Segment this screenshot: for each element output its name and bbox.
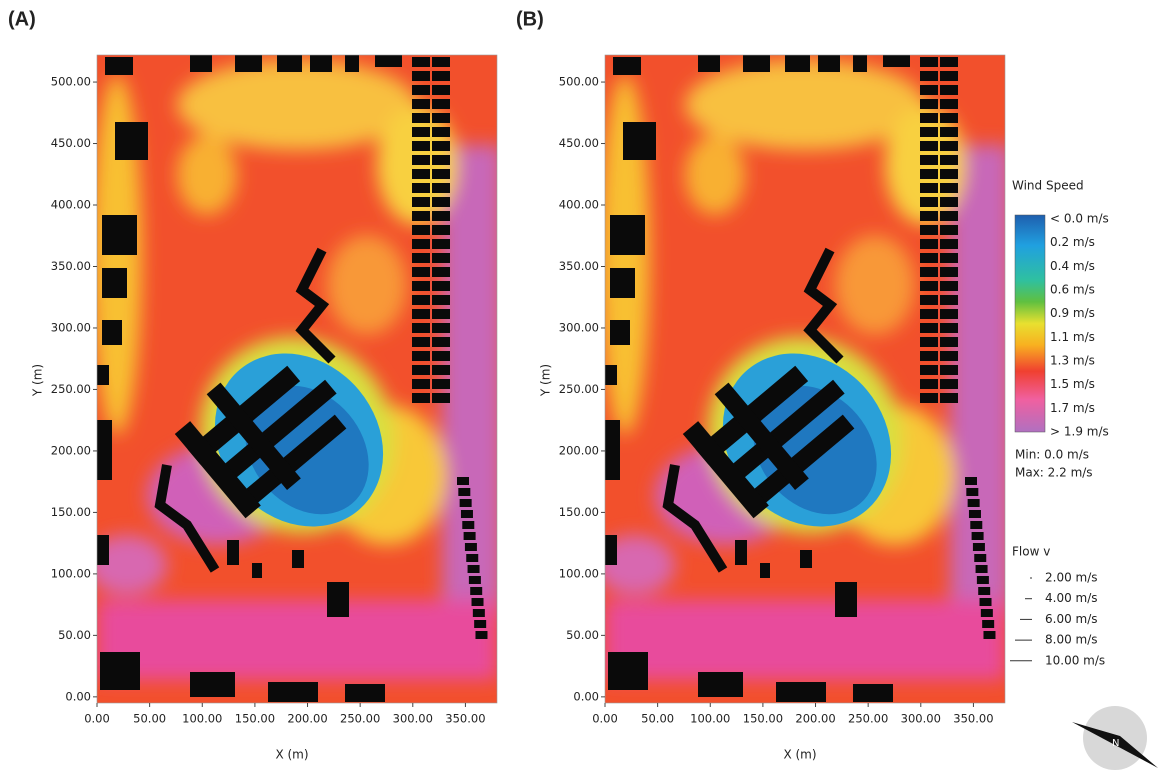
colorbar-label: 0.6 m/s: [1050, 283, 1095, 297]
y-tick-label: 150.00: [559, 505, 599, 519]
y-tick-label: 50.00: [566, 628, 599, 642]
y-tick-label: 350.00: [51, 259, 91, 273]
x-tick-label: 100.00: [690, 712, 730, 726]
colorbar-label: 1.7 m/s: [1050, 401, 1095, 415]
y-tick-label: 400.00: [559, 198, 599, 212]
colorbar-label: 1.5 m/s: [1050, 377, 1095, 391]
x-tick-label: 350.00: [445, 712, 485, 726]
x-axis-title: X (m): [783, 748, 816, 762]
plot-frame: [604, 54, 1006, 704]
heatmap-panel: 0.00 50.00 100.00 150.00 200.00 250.00 300.00 3…: [516, 8, 1010, 762]
y-tick-label: 0.00: [65, 689, 91, 703]
x-tick-label: 150.00: [743, 712, 783, 726]
y-tick-label: 200.00: [559, 443, 599, 457]
flow-label: 2.00 m/s: [1045, 571, 1098, 585]
x-tick-label: 50.00: [641, 712, 674, 726]
y-tick-label: 450.00: [559, 136, 599, 150]
y-axis-title: Y (m): [31, 364, 45, 397]
y-tick-label: 500.00: [559, 75, 599, 89]
y-tick-label: 250.00: [559, 382, 599, 396]
wind-field: [87, 55, 502, 703]
y-tick-label: 500.00: [51, 75, 91, 89]
x-tick-label: 0.00: [84, 712, 110, 726]
y-tick-label: 200.00: [51, 443, 91, 457]
colorbar-label: 1.1 m/s: [1050, 330, 1095, 344]
x-tick-label: 350.00: [953, 712, 993, 726]
flow-label: 10.00 m/s: [1045, 653, 1105, 667]
x-tick-label: 250.00: [848, 712, 888, 726]
x-axis-title: X (m): [275, 748, 308, 762]
y-tick-label: 400.00: [51, 198, 91, 212]
legend-max: Max: 2.2 m/s: [1015, 466, 1093, 480]
x-tick-label: 200.00: [287, 712, 327, 726]
colorbar-label: 0.9 m/s: [1050, 306, 1095, 320]
x-tick-label: 0.00: [592, 712, 618, 726]
y-tick-label: 50.00: [58, 628, 91, 642]
colorbar-label: < 0.0 m/s: [1050, 212, 1109, 226]
colorbar-label: > 1.9 m/s: [1050, 425, 1109, 439]
panel-label: (B): [516, 8, 544, 30]
legend-min: Min: 0.0 m/s: [1015, 448, 1089, 462]
flow-label: 4.00 m/s: [1045, 591, 1098, 605]
legend-title: Wind Speed: [1012, 179, 1084, 193]
colorbar-label: 0.2 m/s: [1050, 235, 1095, 249]
y-tick-label: 150.00: [51, 505, 91, 519]
colorbar-label: 1.3 m/s: [1050, 354, 1095, 368]
y-axis-title: Y (m): [539, 364, 553, 397]
flow-label: 6.00 m/s: [1045, 612, 1098, 626]
x-tick-label: 300.00: [393, 712, 433, 726]
x-tick-label: 200.00: [795, 712, 835, 726]
wind-field: [595, 55, 1010, 703]
north-label: N: [1112, 738, 1119, 749]
y-tick-label: 300.00: [559, 320, 599, 334]
x-tick-label: 50.00: [133, 712, 166, 726]
x-tick-label: 300.00: [901, 712, 941, 726]
heatmap-panel: 0.00 50.00 100.00 150.00 200.00 250.00 300.00 3…: [8, 8, 502, 762]
flow-label: 8.00 m/s: [1045, 633, 1098, 647]
flow-title: Flow v: [1012, 545, 1050, 559]
y-tick-label: 300.00: [51, 320, 91, 334]
x-tick-label: 150.00: [235, 712, 275, 726]
y-tick-label: 100.00: [51, 566, 91, 580]
north-arrow: [1072, 722, 1158, 768]
colorbar: [1014, 214, 1046, 433]
x-tick-label: 250.00: [340, 712, 380, 726]
y-tick-label: 350.00: [559, 259, 599, 273]
colorbar-label: 0.4 m/s: [1050, 259, 1095, 273]
y-tick-label: 250.00: [51, 382, 91, 396]
y-tick-label: 450.00: [51, 136, 91, 150]
x-tick-label: 100.00: [182, 712, 222, 726]
panel-label: (A): [8, 8, 36, 30]
plot-frame: [96, 54, 498, 704]
y-tick-label: 0.00: [573, 689, 599, 703]
y-tick-label: 100.00: [559, 566, 599, 580]
